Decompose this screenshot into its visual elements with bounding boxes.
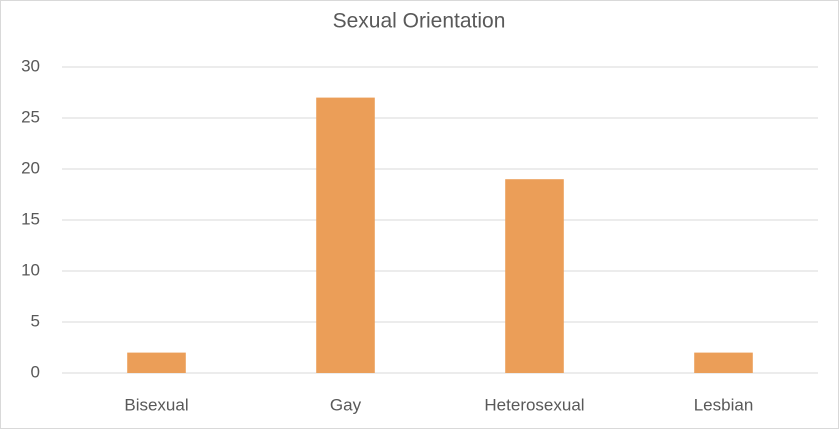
bar [316, 97, 375, 373]
y-tick-label: 5 [31, 311, 40, 330]
x-tick-label: Gay [330, 395, 362, 414]
bar [505, 179, 564, 373]
x-tick-label: Lesbian [694, 395, 754, 414]
y-tick-label: 25 [21, 107, 40, 126]
chart-title: Sexual Orientation [333, 10, 506, 33]
y-tick-label: 15 [21, 209, 40, 228]
y-tick-label: 10 [21, 260, 40, 279]
y-tick-label: 0 [31, 362, 40, 381]
y-tick-label: 30 [21, 56, 40, 75]
bar [694, 352, 753, 373]
y-tick-label: 20 [21, 158, 40, 177]
bar [127, 352, 186, 373]
x-tick-label: Heterosexual [484, 395, 584, 414]
x-tick-label: Bisexual [124, 395, 188, 414]
